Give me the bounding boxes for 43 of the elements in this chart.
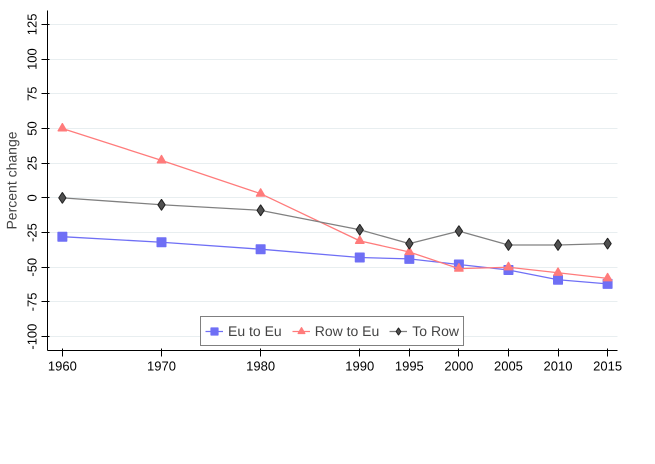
point: [156, 237, 166, 248]
point: [57, 232, 68, 242]
y-tick-label: 0: [24, 194, 40, 202]
y-tick-label: 125: [24, 14, 40, 36]
y-tick-label: 75: [24, 86, 40, 101]
y-tick-label: -50: [24, 258, 40, 277]
x-tick-label: 1960: [48, 358, 77, 374]
x-tick-label: 2000: [444, 358, 474, 374]
y-tick-label: 25: [24, 156, 40, 170]
point: [354, 252, 365, 263]
point: [504, 239, 513, 252]
x-tick-label: 2005: [494, 358, 523, 374]
point: [256, 188, 266, 197]
x-tick-label: 2010: [544, 358, 572, 374]
point: [156, 154, 166, 164]
y-tick-label: -75: [24, 292, 40, 312]
point: [256, 204, 265, 216]
x-tick-label: 1990: [345, 358, 374, 374]
point: [157, 198, 166, 211]
point: [57, 122, 68, 132]
legend-label: Eu to Eu: [228, 323, 282, 339]
x-tick-label: 1995: [394, 358, 424, 374]
point: [256, 244, 266, 254]
point: [602, 272, 613, 282]
point: [354, 235, 365, 244]
legend-label: Row to Eu: [314, 323, 380, 339]
point: [554, 239, 562, 252]
legend-label: To Row: [412, 323, 459, 339]
y-tick-label: 100: [24, 48, 40, 70]
y-tick-label: 50: [24, 121, 40, 136]
x-tick-label: 1970: [147, 358, 176, 374]
point: [454, 225, 464, 238]
point: [603, 238, 612, 250]
y-axis-title: Percent change: [4, 131, 20, 230]
point: [404, 254, 414, 264]
point: [454, 262, 464, 272]
point: [553, 267, 564, 276]
y-tick-label: -100: [24, 324, 40, 350]
point: [58, 192, 67, 204]
point: [503, 262, 514, 270]
y-tick-label: -25: [24, 223, 40, 242]
x-tick-label: 1980: [246, 358, 276, 374]
x-tick-label: 2015: [593, 358, 622, 374]
